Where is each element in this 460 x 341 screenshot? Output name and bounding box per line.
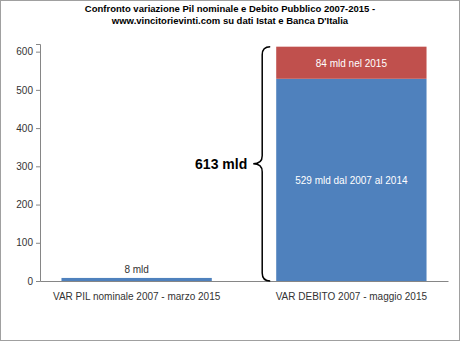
y-tick-mark bbox=[36, 128, 40, 129]
x-tick: VAR DEBITO 2007 - maggio 2015 bbox=[276, 281, 428, 302]
y-tick-mark bbox=[36, 90, 40, 91]
annotation: 613 mld bbox=[195, 156, 247, 172]
y-axis: 0 100 200 300 400 500 600 bbox=[16, 45, 40, 287]
bar bbox=[276, 47, 426, 79]
y-axis-line bbox=[36, 45, 41, 282]
y-tick-label: 500 bbox=[16, 85, 33, 96]
y-tick: 500 bbox=[16, 85, 40, 96]
x-axis: VAR PIL nominale 2007 - marzo 2015 VAR DE… bbox=[41, 281, 449, 302]
y-tick-label: 200 bbox=[16, 199, 33, 210]
y-tick: 600 bbox=[16, 46, 40, 57]
title: Confronto variazione Pil nominale e Debi… bbox=[85, 3, 375, 14]
y-tick-label: 600 bbox=[16, 46, 33, 57]
bar bbox=[61, 278, 211, 281]
y-tick-mark bbox=[36, 243, 40, 244]
y-tick-mark bbox=[36, 281, 40, 282]
y-tick: 0 bbox=[27, 276, 40, 287]
y-tick-mark bbox=[36, 52, 40, 53]
brace bbox=[253, 47, 270, 281]
title: www.vincitorievinti.com su dati Istat e … bbox=[111, 15, 349, 26]
data-label: 8 mld bbox=[124, 264, 148, 275]
y-tick: 100 bbox=[16, 237, 40, 248]
x-axis-line bbox=[41, 281, 449, 282]
y-tick: 400 bbox=[16, 123, 40, 134]
y-tick-mark bbox=[36, 205, 40, 206]
y-tick: 300 bbox=[16, 161, 40, 172]
data-labels: 8 mld 529 mld dal 2007 al 2014 84 mld nel … bbox=[124, 58, 408, 275]
chart: Confronto variazione Pil nominale e Debi… bbox=[0, 0, 460, 341]
data-label: 84 mld nel 2015 bbox=[316, 58, 388, 69]
y-tick-label: 0 bbox=[27, 276, 33, 287]
y-tick-label: 100 bbox=[16, 237, 33, 248]
chart-frame bbox=[1, 1, 460, 341]
y-tick-label: 300 bbox=[16, 161, 33, 172]
bar bbox=[276, 79, 426, 281]
x-tick-label: VAR PIL nominale 2007 - marzo 2015 bbox=[53, 291, 221, 302]
bars bbox=[61, 47, 426, 281]
y-tick-mark bbox=[36, 166, 40, 167]
y-tick-label: 400 bbox=[16, 123, 33, 134]
x-tick: VAR PIL nominale 2007 - marzo 2015 bbox=[53, 281, 221, 302]
y-tick: 200 bbox=[16, 199, 40, 210]
x-tick-label: VAR DEBITO 2007 - maggio 2015 bbox=[276, 291, 428, 302]
data-label: 529 mld dal 2007 al 2014 bbox=[295, 175, 408, 186]
